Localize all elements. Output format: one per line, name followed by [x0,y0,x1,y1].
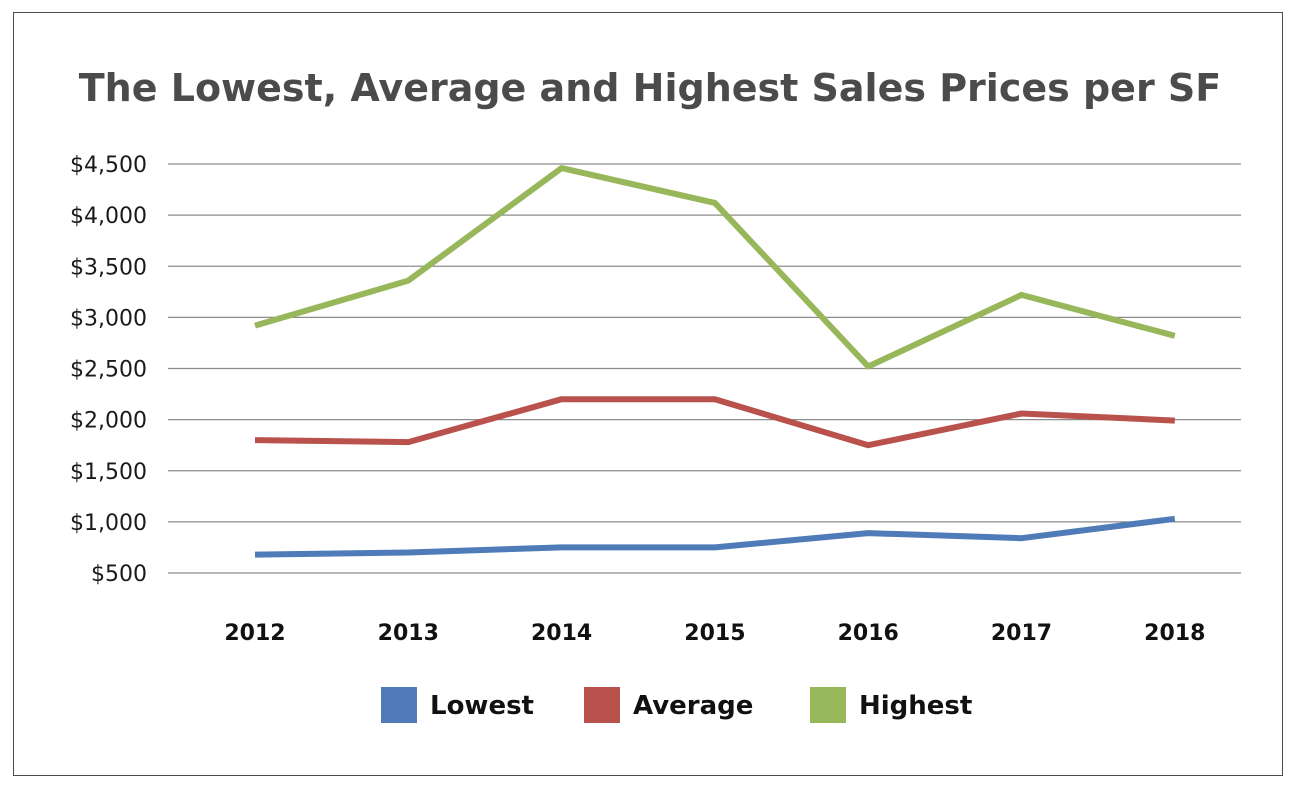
x-tick-label: 2016 [838,621,899,646]
x-tick-label: 2017 [991,621,1052,646]
legend: Lowest Average Highest [381,687,972,723]
x-tick-label: 2014 [531,621,592,646]
y-tick-label: $2,500 [70,358,147,383]
y-tick-label: $1,500 [70,460,147,485]
data-point-lowest [405,550,411,556]
chart-title: The Lowest, Average and Highest Sales Pr… [79,66,1222,110]
data-point-average [1019,410,1025,416]
y-tick-label: $500 [91,562,147,587]
y-tick-label: $2,000 [70,409,147,434]
data-point-highest [252,323,258,329]
x-tick-label: 2015 [684,621,745,646]
gridlines [168,163,1241,574]
data-point-average [1172,418,1178,424]
data-point-highest [865,363,871,369]
data-point-highest [712,200,718,206]
y-tick-label: $1,000 [70,511,147,536]
data-point-highest [1172,333,1178,339]
legend-swatch-lowest [381,687,417,723]
x-axis-ticks: 2012 2013 2014 2015 2016 2017 2018 [224,621,1205,646]
data-point-average [559,396,565,402]
data-point-average [712,396,718,402]
data-point-average [252,437,258,443]
data-point-lowest [712,544,718,550]
data-point-lowest [1019,535,1025,541]
legend-swatch-highest [810,687,846,723]
data-point-lowest [1172,516,1178,522]
series-lines [252,165,1178,558]
x-tick-label: 2012 [224,621,285,646]
data-point-lowest [559,544,565,550]
x-tick-label: 2013 [378,621,439,646]
series-line-lowest [254,515,1176,558]
y-tick-label: $4,500 [70,153,147,178]
series-line-average [254,396,1175,449]
y-tick-label: $3,500 [70,255,147,280]
data-point-average [405,439,411,445]
y-axis-ticks: $500 $1,000 $1,500 $2,000 $2,500 $3,000 $3,500… [70,153,147,587]
y-tick-label: $3,000 [70,306,147,331]
data-point-highest [1019,292,1025,298]
legend-label-average: Average [633,691,753,721]
data-point-highest [405,278,411,284]
data-point-highest [559,165,565,171]
legend-label-highest: Highest [859,691,972,721]
data-point-lowest [865,530,871,536]
legend-label-lowest: Lowest [430,691,534,721]
data-point-lowest [252,552,258,558]
series-line-highest [254,165,1176,370]
y-tick-label: $4,000 [70,204,147,229]
legend-swatch-average [584,687,620,723]
data-point-average [865,442,871,448]
chart-frame [13,12,1283,776]
x-tick-label: 2018 [1144,621,1205,646]
